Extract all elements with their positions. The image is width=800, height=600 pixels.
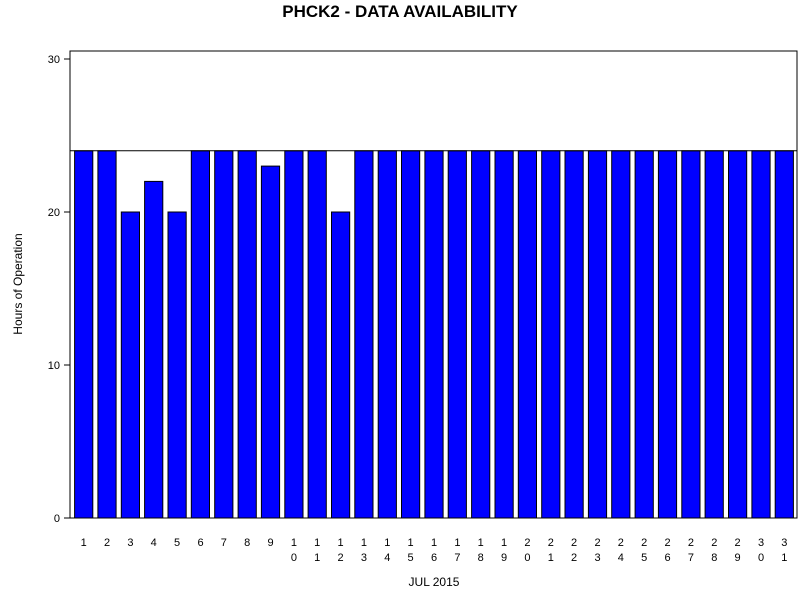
x-tick-label: 8 [244, 537, 250, 549]
y-ticks: 0 10 20 30 [48, 54, 70, 525]
bar-4 [144, 180, 164, 519]
bar-27 [681, 150, 701, 519]
bar-19 [494, 150, 514, 519]
x-tick-labels: 1 2 3 4 5 6 7 8 9 1 01 11 21 31 41 51 61 71 81 92 02 12 22 32 42… [81, 537, 788, 564]
x-tick-label: 9 [267, 537, 273, 549]
x-axis-label: JUL 2015 [409, 575, 460, 589]
x-tick-label: 3 [127, 537, 133, 549]
bar-20 [517, 150, 537, 519]
bar-24 [611, 150, 631, 519]
bar-7 [214, 150, 234, 519]
y-tick-label: 0 [54, 513, 60, 525]
bars-layer [74, 150, 794, 519]
bar-23 [587, 150, 608, 519]
bar-13 [354, 150, 374, 519]
bar-26 [657, 150, 678, 519]
bar-31 [774, 150, 794, 519]
bar-2 [97, 150, 117, 519]
bar-25 [634, 150, 654, 519]
bar-17 [447, 150, 467, 519]
x-tick-label: 5 [174, 537, 180, 549]
bar-5 [167, 211, 187, 519]
bar-8 [237, 150, 257, 519]
x-tick-label: 1 [81, 537, 87, 549]
chart-title: PHCK2 - DATA AVAILABILITY [282, 2, 518, 21]
bar-14 [377, 150, 397, 519]
bar-22 [564, 150, 584, 519]
y-axis-label: Hours of Operation [11, 233, 25, 334]
bar-6 [190, 150, 211, 519]
bar-29 [728, 150, 748, 519]
bar-1 [74, 150, 94, 519]
bar-15 [401, 150, 421, 519]
x-tick-label: 2 [104, 537, 110, 549]
bar-16 [424, 150, 444, 519]
bar-30 [751, 150, 771, 519]
x-tick-label: 6 [197, 537, 203, 549]
bar-3 [120, 211, 141, 519]
bar-28 [704, 150, 724, 519]
bar-12 [331, 211, 351, 519]
y-tick-label: 30 [48, 54, 60, 66]
x-tick-label: 4 [151, 537, 157, 549]
bar-11 [307, 150, 327, 519]
x-tick-label: 7 [221, 537, 227, 549]
bar-9 [260, 165, 281, 519]
bar-18 [471, 150, 491, 519]
y-tick-label: 10 [48, 360, 60, 372]
bar-21 [541, 150, 561, 519]
y-tick-label: 20 [48, 207, 60, 219]
bar-10 [284, 150, 304, 519]
